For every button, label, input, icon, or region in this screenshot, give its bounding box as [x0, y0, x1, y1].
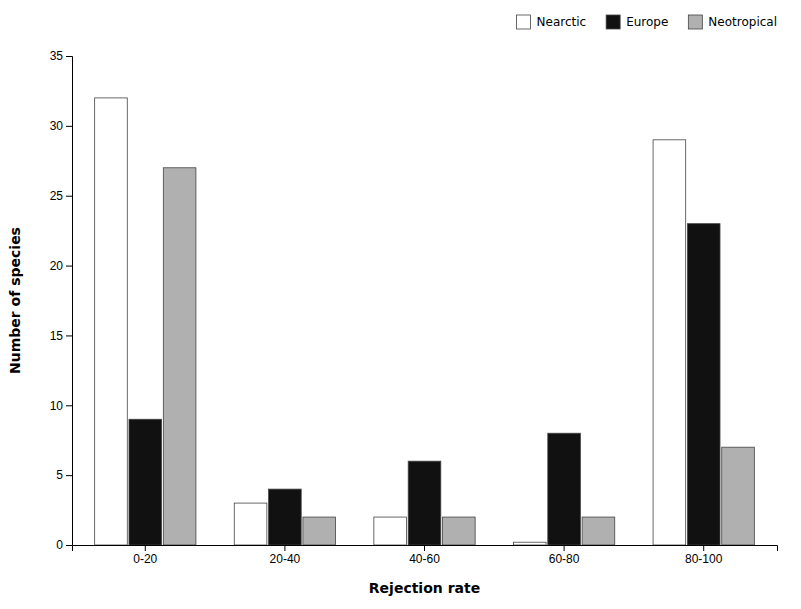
tick: 25	[50, 189, 72, 203]
legend-label: Nearctic	[537, 15, 587, 29]
bar-series	[129, 224, 720, 545]
tick-label: 20	[50, 259, 64, 273]
tick-mark	[564, 545, 565, 551]
bar	[722, 447, 755, 545]
tick-label: 30	[50, 119, 64, 133]
tick-label: 20-40	[270, 552, 301, 566]
tick-mark	[66, 405, 72, 406]
legend-item: Europe	[606, 15, 668, 29]
legend-item: Neotropical	[688, 15, 777, 29]
tick-mark	[703, 545, 704, 551]
legend-swatch	[688, 15, 702, 29]
tick-mark	[66, 335, 72, 336]
bar	[548, 433, 581, 545]
plot: 0-20 20-40 40-60 60-80 80-100 0 5 10 15 20 25 30 35	[50, 49, 778, 565]
tick: 20	[50, 259, 72, 273]
tick-mark	[145, 545, 146, 551]
tick-mark	[284, 545, 285, 551]
bar	[129, 419, 162, 545]
bar	[95, 98, 128, 545]
tick-mark	[66, 545, 72, 546]
y-axis-title: Number of species	[7, 227, 23, 374]
tick-label: 0	[56, 538, 63, 552]
x-axis-title: Rejection rate	[369, 580, 480, 596]
legend-item: Nearctic	[517, 15, 587, 29]
bar-series	[95, 98, 686, 545]
bar	[374, 517, 407, 545]
legend-swatch	[517, 15, 531, 29]
tick: 40-60	[409, 545, 440, 566]
tick: 0-20	[133, 545, 157, 566]
tick: 60-80	[549, 545, 580, 566]
tick-label: 5	[56, 468, 63, 482]
tick-mark	[66, 196, 72, 197]
chart: 0-20 20-40 40-60 60-80 80-100 0 5 10 15 20 25 30 35 R…	[0, 0, 801, 609]
legend-label: Neotropical	[708, 15, 777, 29]
tick: 0	[56, 538, 72, 552]
tick-mark	[424, 545, 425, 551]
bar	[582, 517, 615, 545]
y-axis: 0 5 10 15 20 25 30 35	[50, 49, 73, 552]
tick: 35	[50, 49, 72, 63]
axis-line	[73, 546, 778, 552]
tick-mark	[66, 56, 72, 57]
tick: 30	[50, 119, 72, 133]
bar	[303, 517, 336, 545]
tick-label: 40-60	[409, 552, 440, 566]
legend: Nearctic Europe Neotropical	[517, 15, 777, 29]
bar	[163, 168, 196, 545]
bar-series	[163, 168, 754, 545]
axis-line	[66, 57, 73, 546]
tick-mark	[66, 266, 72, 267]
legend-label: Europe	[626, 15, 668, 29]
tick: 80-100	[685, 545, 723, 566]
tick-label: 80-100	[685, 552, 723, 566]
tick: 15	[50, 329, 72, 343]
tick-label: 25	[50, 189, 64, 203]
bar	[443, 517, 476, 545]
legend-swatch	[606, 15, 620, 29]
bars	[95, 98, 755, 545]
tick: 10	[50, 399, 72, 413]
bar	[687, 224, 720, 545]
bar	[234, 503, 267, 545]
tick-mark	[66, 126, 72, 127]
x-axis: 0-20 20-40 40-60 60-80 80-100	[73, 545, 778, 566]
bar	[513, 542, 546, 545]
tick-label: 15	[50, 329, 64, 343]
tick-label: 0-20	[133, 552, 157, 566]
tick: 20-40	[270, 545, 301, 566]
tick-label: 60-80	[549, 552, 580, 566]
bar	[269, 489, 302, 545]
bar	[653, 140, 686, 545]
tick-label: 10	[50, 399, 64, 413]
tick: 5	[56, 468, 72, 482]
bar	[408, 461, 441, 545]
tick-mark	[66, 475, 72, 476]
tick-label: 35	[50, 49, 64, 63]
